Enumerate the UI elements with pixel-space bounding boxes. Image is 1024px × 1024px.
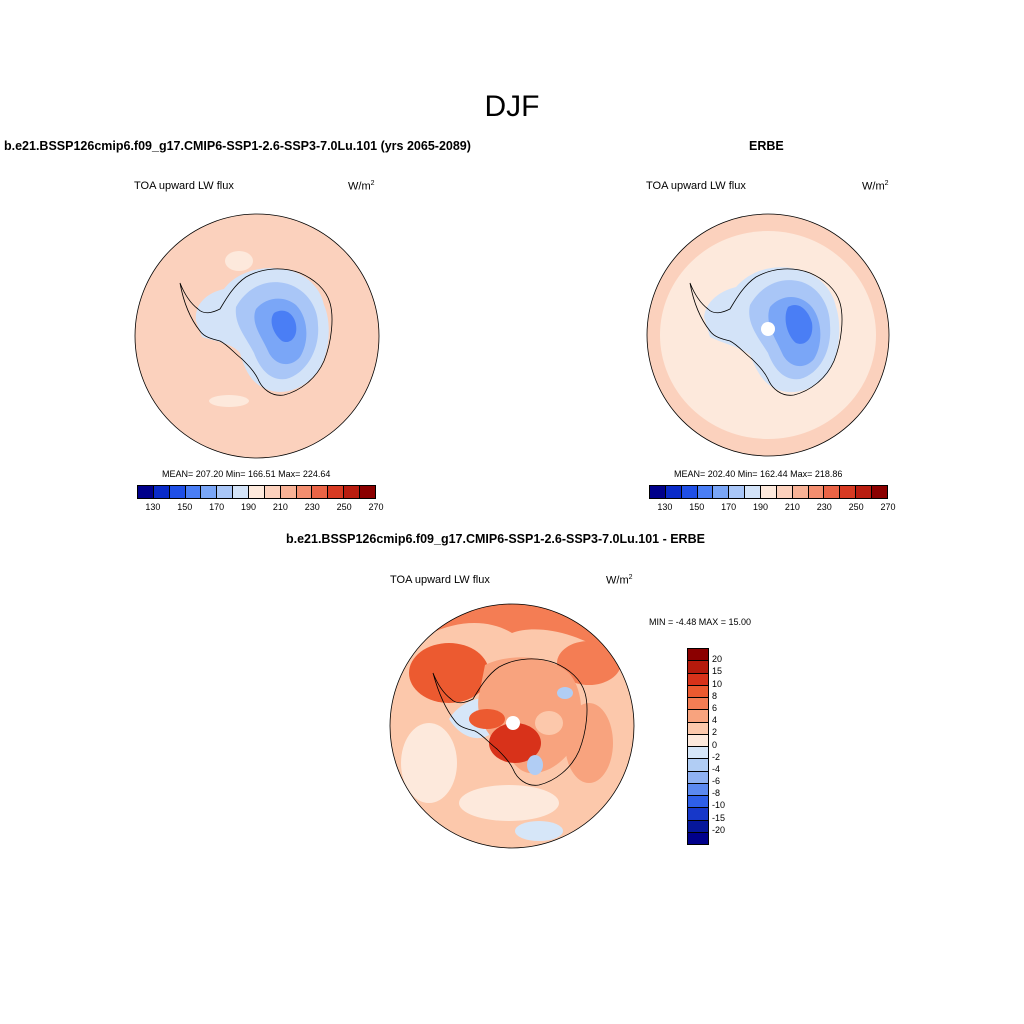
- colorbar-tick-label: 170: [721, 502, 737, 512]
- colorbar-tick-label: 210: [784, 502, 800, 512]
- model-panel-title: b.e21.BSSP126cmip6.f09_g17.CMIP6-SSP1-2.…: [4, 139, 471, 153]
- colorbar-swatch: [249, 486, 265, 498]
- diff-colorbar: [687, 648, 709, 845]
- diff-polar-map: [389, 603, 635, 849]
- diff-stats: MIN = -4.48 MAX = 15.00: [649, 617, 752, 627]
- colorbar-swatch: [217, 486, 234, 498]
- colorbar-swatch: [681, 486, 698, 498]
- colorbar-swatch: [312, 486, 329, 498]
- model-variable-label: TOA upward LW flux: [134, 180, 234, 192]
- colorbar-tick-label: 10: [712, 678, 723, 689]
- obs-stats: MEAN= 202.40 Min= 162.44 Max= 218.86: [674, 469, 843, 479]
- colorbar-tick-label: 0: [712, 739, 718, 750]
- colorbar-tick-label: 230: [304, 502, 320, 512]
- diff-colorbar-ticks: 20 15 10 8 6 4 2 0 -2 -4 -6 -8 -10 -15 -20: [712, 648, 752, 843]
- model-colorbar-ticks: 130 150 170 190 210 230 250 270: [137, 502, 383, 514]
- colorbar-swatch: [650, 486, 666, 498]
- model-units: W/m2: [348, 180, 375, 193]
- model-polar-map: [134, 213, 380, 459]
- colorbar-swatch: [697, 486, 714, 498]
- colorbar-swatch: [169, 486, 186, 498]
- colorbar-swatch: [688, 698, 708, 711]
- obs-variable-label: TOA upward LW flux: [646, 180, 746, 192]
- colorbar-swatch: [688, 820, 708, 833]
- colorbar-tick-label: 150: [177, 502, 193, 512]
- colorbar-swatch: [856, 486, 873, 498]
- colorbar-tick-label: 210: [272, 502, 288, 512]
- diff-variable-label: TOA upward LW flux: [390, 574, 490, 586]
- colorbar-swatch: [688, 759, 708, 772]
- colorbar-swatch: [761, 486, 777, 498]
- diff-units: W/m2: [606, 574, 633, 587]
- model-colorbar: [137, 485, 376, 499]
- colorbar-swatch: [688, 832, 708, 844]
- obs-panel-title: ERBE: [749, 139, 784, 153]
- colorbar-swatch: [824, 486, 841, 498]
- colorbar-swatch: [688, 722, 708, 735]
- colorbar-swatch: [360, 486, 375, 498]
- colorbar-swatch: [264, 486, 281, 498]
- obs-units: W/m2: [862, 180, 889, 193]
- colorbar-swatch: [688, 649, 708, 662]
- colorbar-swatch: [185, 486, 202, 498]
- colorbar-swatch: [792, 486, 809, 498]
- colorbar-swatch: [688, 710, 708, 723]
- colorbar-swatch: [138, 486, 154, 498]
- colorbar-swatch: [688, 808, 708, 821]
- colorbar-tick-label: 4: [712, 715, 718, 726]
- model-stats: MEAN= 207.20 Min= 166.51 Max= 224.64: [162, 469, 331, 479]
- colorbar-tick-label: -15: [712, 812, 726, 823]
- colorbar-tick-label: -20: [712, 824, 726, 835]
- colorbar-swatch: [688, 734, 708, 747]
- colorbar-swatch: [745, 486, 762, 498]
- colorbar-tick-label: -8: [712, 788, 721, 799]
- colorbar-tick-label: 270: [880, 502, 896, 512]
- colorbar-tick-label: 15: [712, 666, 723, 677]
- colorbar-swatch: [344, 486, 361, 498]
- colorbar-tick-label: 8: [712, 690, 718, 701]
- colorbar-tick-label: 230: [816, 502, 832, 512]
- colorbar-swatch: [201, 486, 218, 498]
- obs-polar-map: [646, 213, 890, 457]
- obs-colorbar: [649, 485, 888, 499]
- colorbar-swatch: [233, 486, 250, 498]
- colorbar-swatch: [808, 486, 825, 498]
- colorbar-tick-label: -4: [712, 763, 721, 774]
- colorbar-tick-label: 190: [753, 502, 769, 512]
- colorbar-tick-label: -10: [712, 800, 726, 811]
- colorbar-swatch: [713, 486, 730, 498]
- colorbar-swatch: [296, 486, 313, 498]
- colorbar-tick-label: 6: [712, 702, 718, 713]
- colorbar-swatch: [665, 486, 682, 498]
- colorbar-swatch: [688, 747, 708, 760]
- diff-panel-title: b.e21.BSSP126cmip6.f09_g17.CMIP6-SSP1-2.…: [286, 532, 705, 546]
- colorbar-tick-label: -6: [712, 776, 721, 787]
- colorbar-swatch: [688, 771, 708, 784]
- colorbar-tick-label: 150: [689, 502, 705, 512]
- colorbar-swatch: [688, 661, 708, 674]
- colorbar-swatch: [328, 486, 345, 498]
- colorbar-swatch: [729, 486, 746, 498]
- colorbar-tick-label: 270: [368, 502, 384, 512]
- colorbar-tick-label: 190: [241, 502, 257, 512]
- colorbar-swatch: [153, 486, 170, 498]
- colorbar-tick-label: 250: [336, 502, 352, 512]
- colorbar-tick-label: 170: [209, 502, 225, 512]
- colorbar-tick-label: 20: [712, 654, 723, 665]
- figure-title: DJF: [484, 90, 540, 123]
- colorbar-swatch: [688, 673, 708, 686]
- colorbar-swatch: [872, 486, 887, 498]
- colorbar-tick-label: 2: [712, 727, 718, 738]
- colorbar-swatch: [688, 783, 708, 796]
- colorbar-tick-label: -2: [712, 751, 721, 762]
- colorbar-swatch: [688, 796, 708, 809]
- colorbar-tick-label: 130: [145, 502, 161, 512]
- colorbar-swatch: [840, 486, 857, 498]
- colorbar-tick-label: 130: [657, 502, 673, 512]
- colorbar-swatch: [776, 486, 793, 498]
- colorbar-tick-label: 250: [848, 502, 864, 512]
- colorbar-swatch: [280, 486, 297, 498]
- obs-colorbar-ticks: 130 150 170 190 210 230 250 270: [649, 502, 895, 514]
- colorbar-swatch: [688, 685, 708, 698]
